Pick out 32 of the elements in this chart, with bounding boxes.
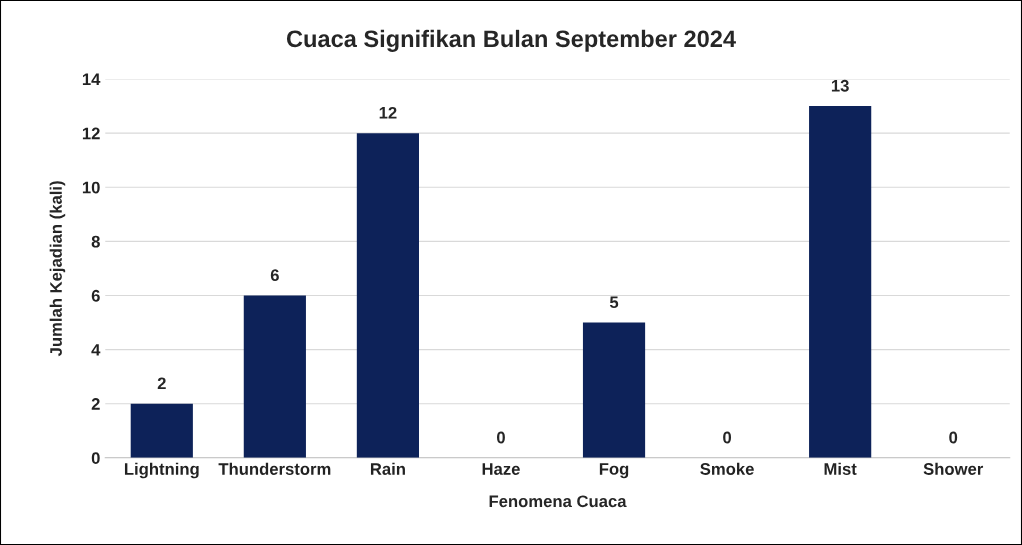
- x-tick-label: Smoke: [700, 462, 754, 475]
- x-axis-title: Fenomena Cuaca: [489, 495, 627, 508]
- x-tick-label: Haze: [482, 463, 520, 475]
- bar: [130, 403, 193, 458]
- x-tick-label: Lightning: [124, 462, 199, 479]
- x-tick-label: Rain: [370, 462, 405, 475]
- data-label: 2: [157, 377, 166, 390]
- y-axis-title: Jumlah Kejadian (kali): [49, 181, 66, 357]
- x-tick-label: Thunderstorm: [218, 462, 331, 475]
- data-label: 5: [609, 296, 619, 309]
- x-tick-label: Mist: [824, 462, 857, 475]
- y-tick-label: 8: [91, 235, 100, 248]
- y-tick-label: 2: [91, 398, 100, 410]
- bar: [356, 133, 419, 458]
- y-tick-label: 4: [91, 344, 101, 356]
- x-tick-label: Shower: [923, 462, 984, 475]
- y-tick-label: 12: [82, 127, 100, 140]
- data-label: 0: [497, 431, 505, 444]
- bar: [582, 322, 646, 458]
- y-tick-label: 6: [91, 289, 100, 302]
- y-tick-label: 0: [91, 452, 100, 464]
- bar: [809, 106, 872, 458]
- x-tick-label: Fog: [599, 463, 629, 479]
- chart-title: Cuaca Signifikan Bulan September 2024: [286, 29, 736, 52]
- data-label: 13: [831, 79, 849, 92]
- y-tick-label: 14: [82, 73, 101, 86]
- data-label: 6: [270, 269, 279, 282]
- y-tick-label: 10: [82, 181, 100, 194]
- data-label: 0: [723, 431, 732, 444]
- data-label: 12: [379, 106, 397, 119]
- data-label: 0: [949, 431, 958, 444]
- bar: [243, 295, 306, 458]
